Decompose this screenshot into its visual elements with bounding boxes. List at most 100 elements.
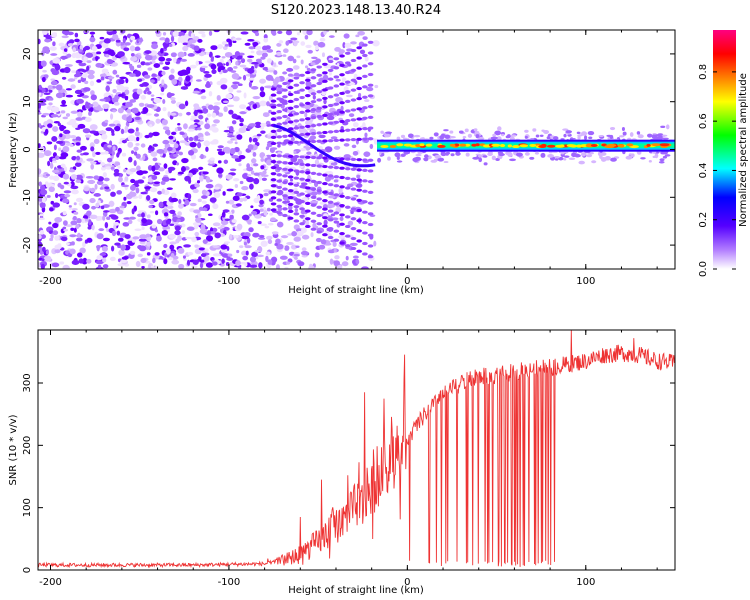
harmonic-streak [367, 201, 374, 205]
noise-blob [229, 214, 234, 221]
harmonic-streak [362, 116, 368, 120]
carrier-halo [450, 153, 455, 157]
harmonic-streak [327, 183, 334, 187]
harmonic-streak [367, 255, 374, 259]
noise-blob [70, 110, 78, 114]
harmonic-streak [299, 81, 305, 85]
noise-blob [223, 159, 229, 164]
noise-blob [163, 243, 168, 249]
harmonic-streak [276, 109, 283, 114]
harmonic-streak [310, 92, 317, 96]
noise-blob [52, 202, 61, 208]
noise-blob [355, 183, 363, 188]
noise-blob [82, 47, 87, 52]
noise-blob [251, 158, 257, 164]
noise-blob [69, 169, 76, 173]
noise-blob [106, 81, 113, 85]
harmonic-streak [270, 93, 277, 97]
noise-blob [112, 145, 116, 152]
harmonic-streak [287, 182, 294, 186]
noise-blob [271, 231, 279, 235]
noise-blob [147, 67, 153, 71]
carrier-hotspot [449, 143, 456, 147]
harmonic-streak [293, 190, 300, 194]
harmonic-streak [327, 139, 334, 143]
noise-blob [120, 128, 125, 135]
harmonic-streak [356, 56, 362, 60]
noise-blob [121, 184, 130, 188]
noise-blob [103, 38, 111, 44]
noise-blob [254, 249, 260, 253]
carrier-halo [587, 130, 595, 136]
noise-blob [259, 208, 264, 212]
noise-blob [53, 120, 60, 124]
harmonic-streak [287, 113, 294, 117]
noise-blob [270, 217, 277, 222]
noise-blob [121, 152, 127, 157]
noise-blob [51, 184, 55, 187]
harmonic-streak [310, 123, 317, 128]
noise-blob [111, 129, 115, 135]
noise-blob [364, 132, 368, 138]
noise-blob [220, 84, 228, 90]
colorbar-ticks: 0.00.20.40.60.8 [698, 64, 736, 277]
noise-blob [117, 107, 124, 114]
noise-blob [292, 58, 297, 64]
noise-blob [285, 30, 293, 36]
colorbar-gradient [713, 30, 736, 269]
noise-blob [103, 210, 110, 213]
spectrogram-y-tick-label: -20 [22, 237, 33, 253]
harmonic-streak [304, 94, 311, 98]
harmonic-streak [362, 200, 368, 204]
noise-blob [185, 236, 193, 240]
noise-blob [84, 102, 92, 109]
noise-blob [217, 160, 222, 164]
harmonic-streak [339, 203, 345, 208]
noise-blob [304, 34, 309, 40]
noise-blob [38, 181, 42, 187]
noise-blob [194, 183, 200, 188]
carrier-halo [584, 135, 588, 140]
harmonic-streak [270, 111, 277, 115]
noise-blob [72, 47, 77, 53]
harmonic-streak [270, 99, 277, 103]
noise-blob [244, 245, 252, 249]
noise-blob [124, 95, 129, 101]
harmonic-streak [322, 164, 328, 169]
noise-blob [306, 30, 313, 36]
noise-blob [74, 162, 82, 167]
carrier-halo [412, 157, 419, 163]
noise-blob [252, 152, 257, 157]
noise-blob [55, 192, 59, 199]
noise-blob [72, 138, 76, 142]
noise-blob [260, 165, 265, 170]
noise-blob [259, 100, 267, 107]
noise-blob [71, 52, 77, 59]
noise-blob [99, 187, 104, 190]
noise-blob [237, 83, 243, 87]
noise-blob [255, 45, 262, 50]
noise-blob [82, 152, 89, 156]
noise-blob [200, 253, 207, 258]
noise-blob [276, 42, 282, 47]
noise-blob [54, 235, 60, 241]
harmonic-streak [299, 185, 305, 189]
carrier-halo [578, 160, 585, 165]
harmonic-streak [310, 179, 317, 183]
noise-blob [144, 54, 153, 61]
noise-blob [321, 52, 325, 58]
noise-blob [262, 170, 267, 175]
noise-blob [99, 36, 105, 40]
harmonic-streak [339, 101, 345, 105]
harmonic-streak [276, 116, 283, 120]
harmonic-streak [327, 235, 334, 240]
harmonic-streak [362, 252, 368, 256]
harmonic-streak [293, 76, 300, 80]
noise-blob [184, 199, 190, 206]
noise-blob [236, 223, 243, 230]
carrier-halo [576, 131, 581, 135]
noise-blob [151, 131, 160, 137]
carrier-halo [441, 133, 446, 137]
noise-blob [352, 255, 359, 259]
